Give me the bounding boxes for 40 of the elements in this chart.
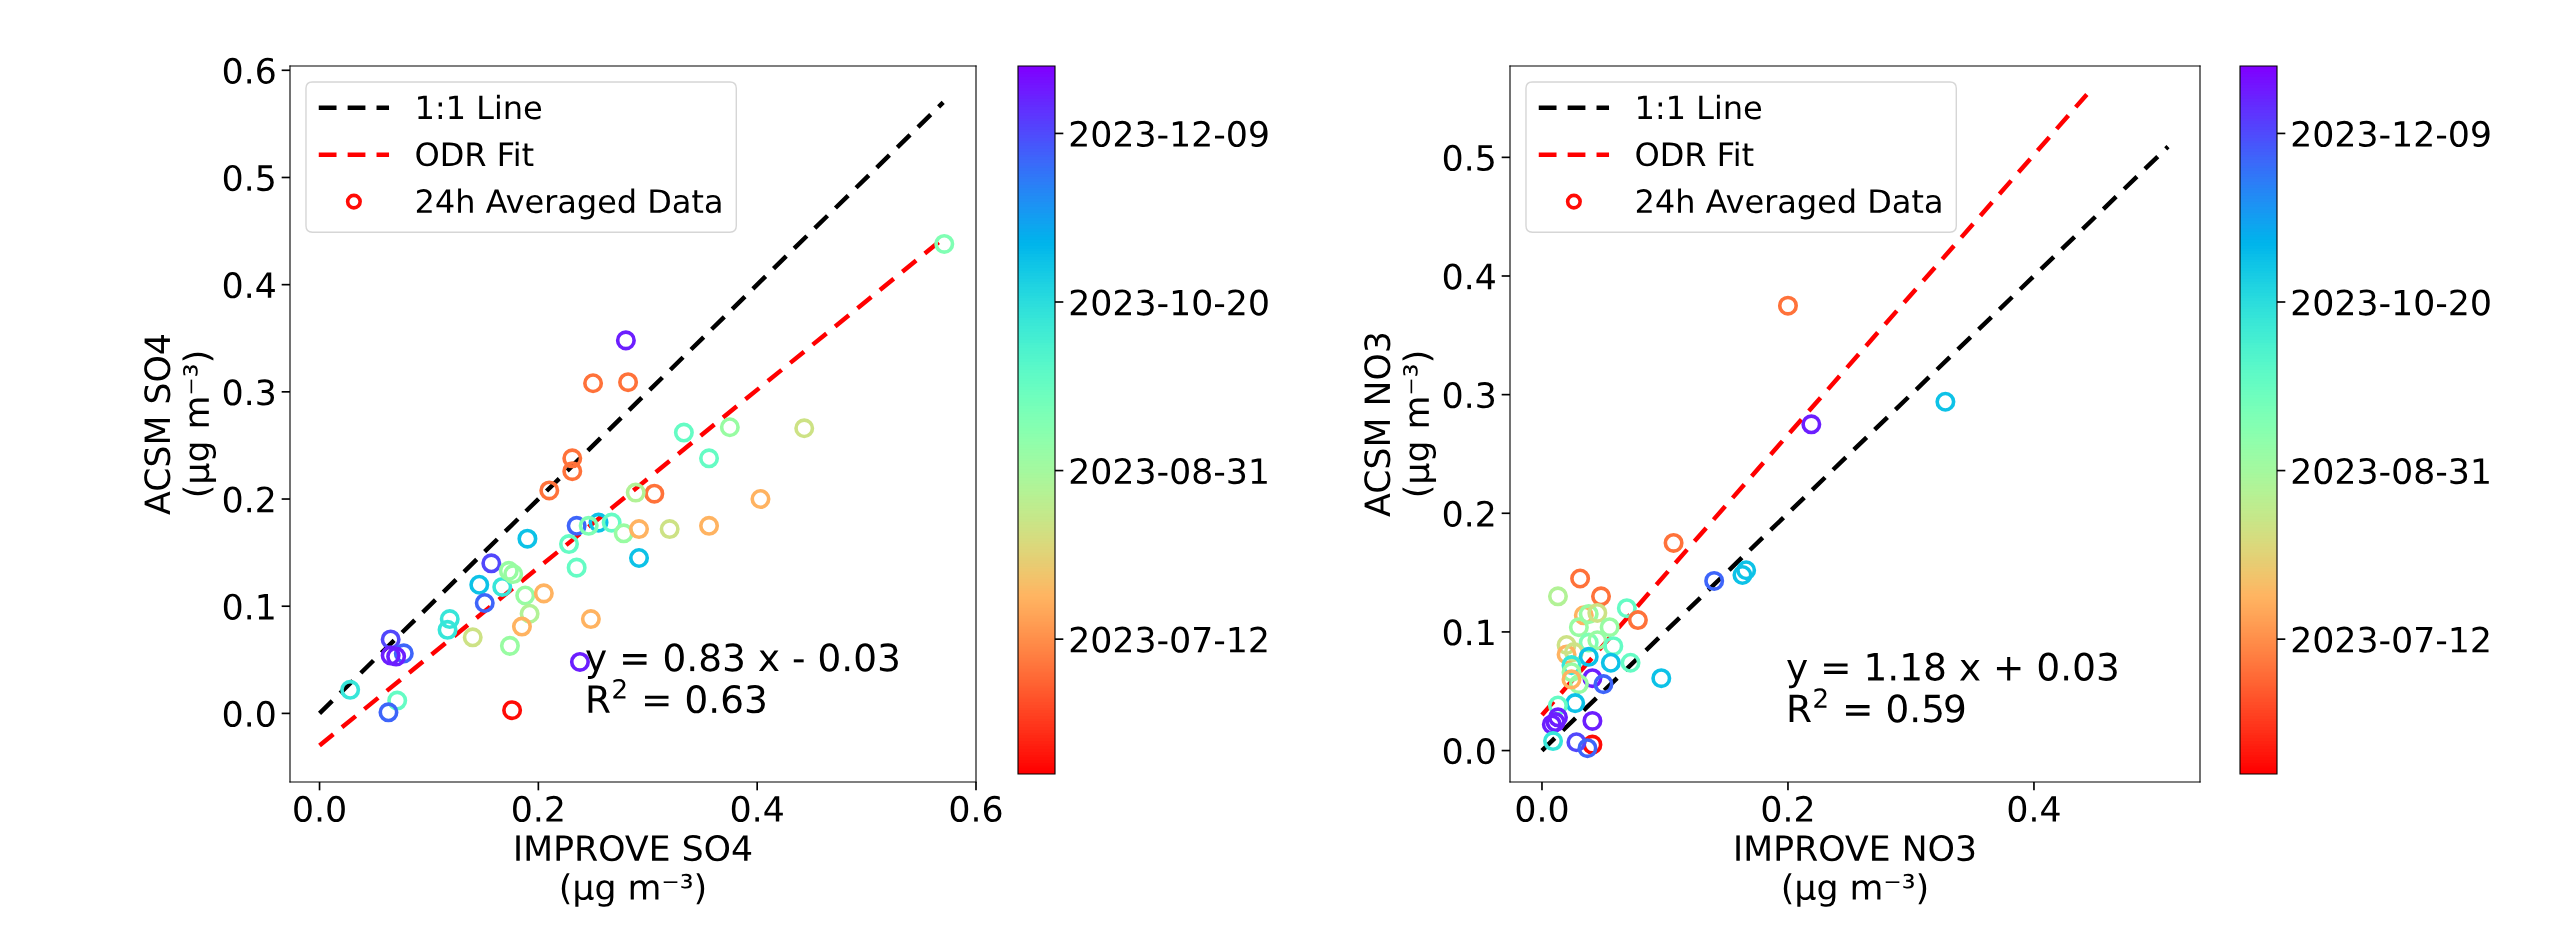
color-bar-label: 2023-12-09 xyxy=(2292,120,2490,148)
x-tick-label: 0.2 xyxy=(1762,795,1813,823)
x-axis-title: IMPROVE NO3 (μg m⁻³) xyxy=(1736,834,1975,907)
legend-label: ODR Fit xyxy=(1636,141,1754,167)
color-bar-label: 2023-12-09 xyxy=(1070,120,1268,148)
annotation: y = 0.83 x - 0.03 R$^{2}$ = 0.63 xyxy=(586,643,898,714)
legend-label: 24h Averaged Data xyxy=(416,188,721,220)
legend-label: 1:1 Line xyxy=(418,94,542,120)
x-axis-title: IMPROVE SO4 (μg m⁻³) xyxy=(516,834,752,907)
legend-label: ODR Fit xyxy=(416,141,534,167)
x-tick-label: 0.4 xyxy=(2008,795,2060,823)
color-bar-label: 2023-07-12 xyxy=(2292,626,2489,653)
x-tick-label: 0.4 xyxy=(731,795,783,823)
color-bar-label: 2023-08-31 xyxy=(1070,457,1267,485)
y-axis-title: ACSM SO4 (μg m⁻³) xyxy=(144,335,217,515)
y-tick-label: 0.2 xyxy=(1443,500,1494,527)
y-tick-label: 0.3 xyxy=(1443,382,1495,409)
legend-label: 1:1 Line xyxy=(1638,94,1762,120)
y-tick-label: 0.4 xyxy=(1443,263,1495,290)
annotation: y = 1.18 x + 0.03 R$^{2}$ = 0.59 xyxy=(1787,652,2117,723)
color-bar-label: 2023-10-20 xyxy=(2292,289,2490,316)
color-bar-label: 2023-10-20 xyxy=(1070,289,1268,316)
y-tick-label: 0.3 xyxy=(223,379,275,406)
y-tick-label: 0.2 xyxy=(223,486,274,513)
y-tick-label: 0.0 xyxy=(223,700,275,728)
x-tick-label: 0.2 xyxy=(513,795,563,823)
y-tick-label: 0.4 xyxy=(223,272,275,299)
y-tick-label: 0.1 xyxy=(1443,619,1494,646)
y-tick-label: 0.5 xyxy=(223,164,274,192)
y-tick-label: 0.0 xyxy=(1443,737,1495,765)
x-tick-label: 0.0 xyxy=(294,795,345,823)
color-bar-label: 2023-07-12 xyxy=(1070,626,1267,653)
legend-label: 24h Averaged Data xyxy=(1636,188,1941,220)
color-bar-label: 2023-08-31 xyxy=(2292,457,2489,485)
x-tick-label: 0.0 xyxy=(1516,795,1568,823)
x-tick-label: 0.6 xyxy=(950,795,1002,823)
y-tick-label: 0.5 xyxy=(1443,144,1494,172)
y-tick-label: 0.6 xyxy=(223,57,275,84)
y-axis-title: ACSM NO3 (μg m⁻³) xyxy=(1364,333,1437,517)
y-tick-label: 0.1 xyxy=(223,593,274,620)
